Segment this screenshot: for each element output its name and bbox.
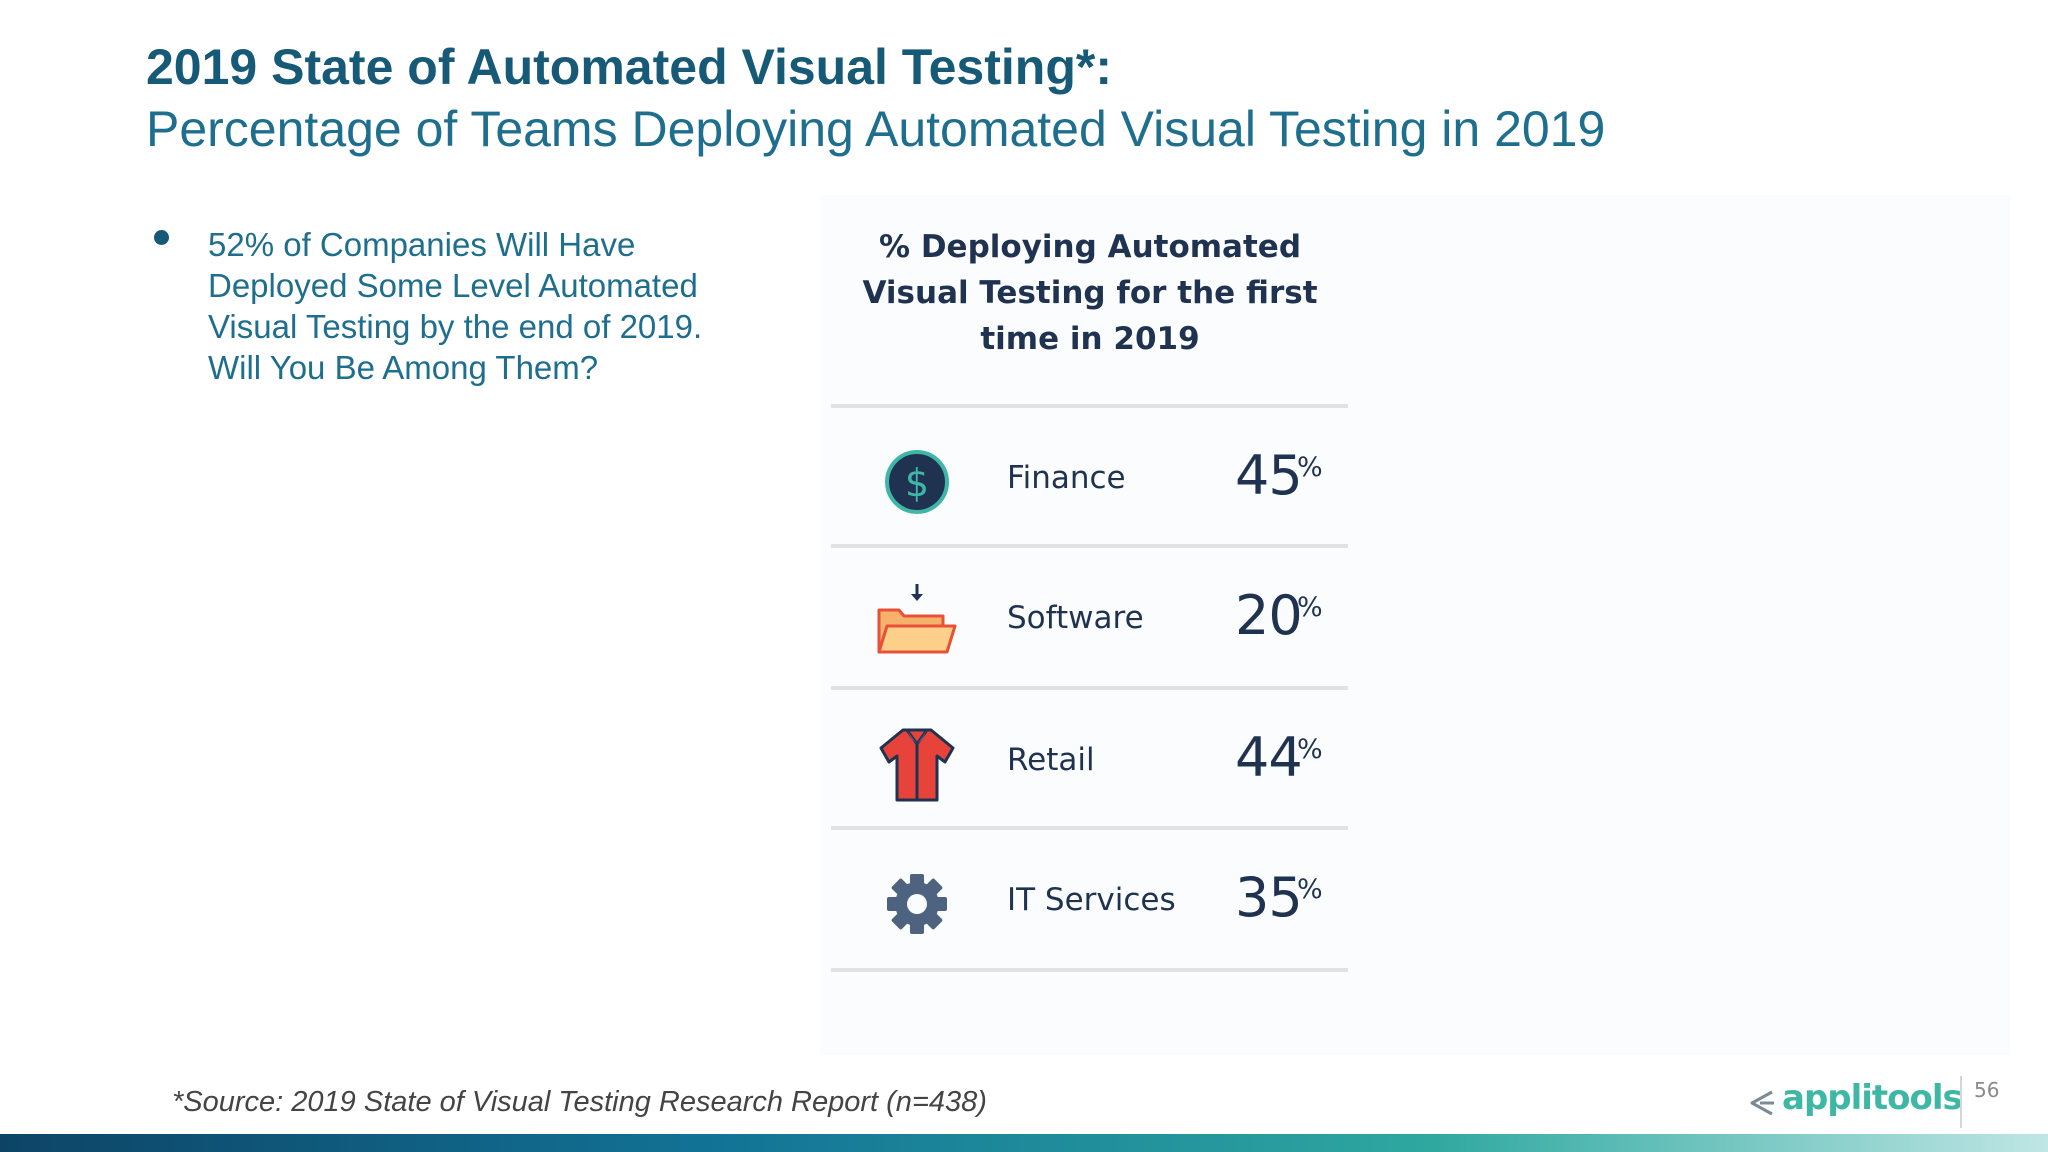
percent-sign: % xyxy=(1297,874,1323,905)
infographic-background xyxy=(820,195,2010,1055)
applitools-logo: applitools xyxy=(1748,1078,1963,1128)
row-divider xyxy=(831,968,1348,972)
industry-label: IT Services xyxy=(1007,882,1176,918)
industry-label: Software xyxy=(1007,600,1144,636)
industry-row-finance: $ Finance 45 % xyxy=(831,414,1348,550)
slide-subtitle: Percentage of Teams Deploying Automated … xyxy=(146,101,1606,157)
svg-text:$: $ xyxy=(905,461,929,505)
shirt-icon xyxy=(871,718,963,810)
folder-download-icon xyxy=(871,576,963,668)
percent-sign: % xyxy=(1297,452,1323,483)
row-divider xyxy=(831,544,1348,548)
gear-icon xyxy=(871,858,963,950)
industry-label: Retail xyxy=(1007,742,1095,778)
dollar-coin-icon: $ xyxy=(871,436,963,528)
page-number-separator xyxy=(1960,1076,1962,1128)
industry-percentage: 20 xyxy=(1235,584,1303,647)
source-footnote: *Source: 2019 State of Visual Testing Re… xyxy=(172,1086,987,1118)
slide-title: 2019 State of Automated Visual Testing*: xyxy=(146,39,1112,95)
bullet-text: 52% of Companies Will Have Deployed Some… xyxy=(208,226,703,386)
percent-sign: % xyxy=(1297,734,1323,765)
industry-row-it-services: IT Services 35 % xyxy=(831,836,1348,972)
row-divider xyxy=(831,826,1348,830)
logo-text: applitools xyxy=(1782,1078,1963,1118)
logo-mark-icon xyxy=(1750,1090,1774,1116)
industry-label: Finance xyxy=(1007,460,1126,496)
bottom-gradient-bar xyxy=(0,1134,2048,1152)
bullet-point-icon xyxy=(154,230,169,245)
row-divider xyxy=(831,404,1348,408)
industry-row-software: Software 20 % xyxy=(831,554,1348,690)
page-number: 56 xyxy=(1974,1078,2000,1102)
panel-title: % Deploying Automated Visual Testing for… xyxy=(862,229,1318,357)
industry-percentage: 35 xyxy=(1235,866,1303,929)
row-divider xyxy=(831,686,1348,690)
industry-row-retail: Retail 44 % xyxy=(831,696,1348,832)
percent-sign: % xyxy=(1297,592,1323,623)
industry-percentage: 45 xyxy=(1235,444,1303,507)
industry-percentage: 44 xyxy=(1235,726,1303,789)
